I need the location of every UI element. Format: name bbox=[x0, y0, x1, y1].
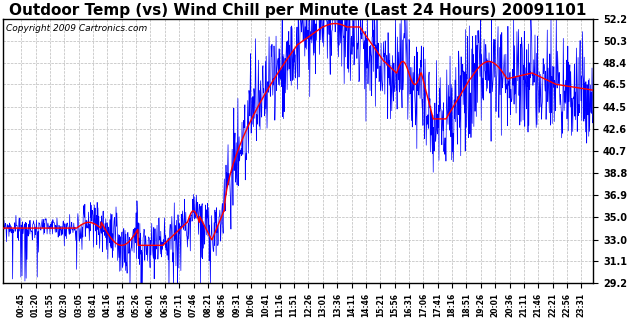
Text: Copyright 2009 Cartronics.com: Copyright 2009 Cartronics.com bbox=[6, 24, 147, 33]
Title: Outdoor Temp (vs) Wind Chill per Minute (Last 24 Hours) 20091101: Outdoor Temp (vs) Wind Chill per Minute … bbox=[9, 3, 587, 18]
